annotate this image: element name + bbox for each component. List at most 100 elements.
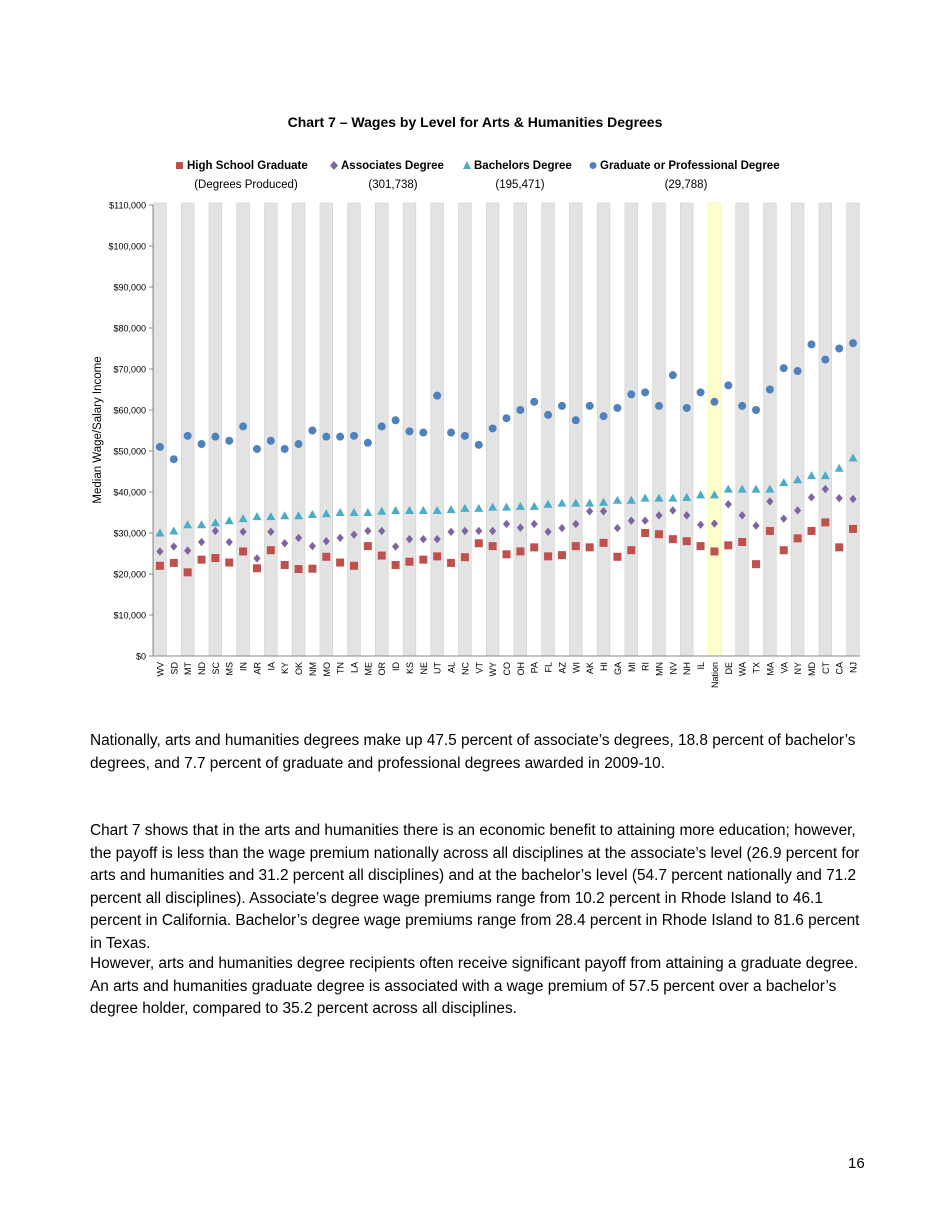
point-graduate-or-professional-degree — [239, 422, 248, 431]
point-bachelors-degree — [848, 453, 858, 462]
point-bachelors-degree — [363, 508, 373, 516]
category-band — [347, 202, 361, 657]
x-tick-label: TN — [336, 662, 346, 674]
point-graduate-or-professional-degree — [460, 431, 469, 440]
point-graduate-or-professional-degree — [654, 401, 663, 410]
point-bachelors-degree — [751, 484, 761, 493]
point-associates-degree — [294, 533, 303, 543]
point-associates-degree — [184, 546, 192, 555]
point-bachelors-degree — [446, 505, 456, 514]
legend-count-bachelors: (195,471) — [495, 179, 544, 191]
point-high-school-graduate — [557, 551, 566, 560]
point-high-school-graduate — [155, 561, 164, 570]
point-bachelors-degree — [474, 503, 484, 512]
point-high-school-graduate — [211, 554, 220, 563]
page-number: 16 — [848, 1155, 865, 1172]
point-bachelors-degree — [737, 484, 747, 493]
point-bachelors-degree — [599, 497, 609, 506]
x-tick-label: AR — [252, 662, 262, 675]
x-tick-label: SC — [211, 662, 221, 675]
category-band — [291, 202, 306, 657]
point-bachelors-degree — [571, 498, 581, 507]
point-bachelors-degree — [197, 520, 207, 529]
category-band — [319, 202, 333, 657]
point-bachelors-degree — [529, 501, 539, 510]
point-bachelors-degree — [169, 526, 179, 535]
point-associates-degree — [197, 537, 206, 547]
x-tick-label: NE — [419, 662, 429, 675]
point-graduate-or-professional-degree — [183, 431, 192, 440]
point-graduate-or-professional-degree — [544, 410, 553, 419]
legend-marker-associates — [330, 161, 338, 170]
x-tick-label: OR — [377, 661, 387, 675]
category-band — [652, 202, 666, 657]
point-bachelors-degree — [696, 490, 706, 499]
point-high-school-graduate — [682, 537, 691, 546]
point-associates-degree — [475, 526, 483, 536]
point-high-school-graduate — [821, 518, 830, 527]
point-associates-degree — [752, 521, 760, 530]
point-high-school-graduate — [460, 553, 469, 562]
legend-marker-high-school — [176, 162, 183, 169]
x-tick-label: CA — [835, 662, 845, 675]
point-graduate-or-professional-degree — [682, 403, 691, 412]
point-associates-degree — [710, 519, 719, 528]
x-tick-label: MT — [183, 662, 193, 675]
point-associates-degree — [599, 507, 608, 516]
point-associates-degree — [572, 519, 580, 529]
y-tick-label: $30,000 — [113, 529, 146, 539]
y-tick-label: $80,000 — [113, 324, 146, 334]
x-tick-label: VT — [474, 662, 484, 674]
point-high-school-graduate — [350, 561, 359, 570]
point-associates-degree — [267, 527, 275, 536]
point-graduate-or-professional-degree — [294, 440, 303, 449]
paragraph-3: However, arts and humanities degree reci… — [90, 955, 858, 1017]
y-tick-label: $10,000 — [113, 611, 146, 621]
point-associates-degree — [544, 527, 552, 536]
x-tick-label: ND — [197, 662, 207, 675]
point-high-school-graduate — [793, 534, 802, 543]
point-bachelors-degree — [252, 512, 262, 521]
point-bachelors-degree — [377, 506, 387, 515]
legend-label-associates: Associates Degree — [341, 160, 444, 172]
y-tick-label: $60,000 — [113, 406, 146, 416]
category-band — [735, 202, 749, 657]
point-associates-degree — [336, 533, 344, 543]
x-tick-label: MA — [765, 662, 775, 676]
point-associates-degree — [211, 526, 219, 536]
point-high-school-graduate — [571, 542, 580, 551]
x-tick-label: OH — [516, 662, 526, 676]
category-band — [208, 202, 223, 657]
point-high-school-graduate — [280, 560, 289, 569]
legend-subtitle: (Degrees Produced) — [194, 179, 298, 191]
legend-label-bachelors: Bachelors Degree — [474, 160, 572, 172]
x-tick-label: NH — [682, 662, 692, 675]
point-graduate-or-professional-degree — [322, 432, 331, 441]
point-associates-degree — [696, 520, 705, 529]
point-graduate-or-professional-degree — [738, 401, 747, 410]
point-bachelors-degree — [210, 518, 220, 527]
point-associates-degree — [156, 547, 164, 556]
category-band — [430, 202, 444, 657]
point-high-school-graduate — [391, 560, 400, 569]
point-graduate-or-professional-degree — [391, 416, 400, 425]
point-associates-degree — [489, 526, 497, 536]
point-graduate-or-professional-degree — [308, 426, 317, 435]
x-tick-label: IA — [266, 662, 276, 671]
point-high-school-graduate — [433, 552, 442, 561]
point-graduate-or-professional-degree — [779, 364, 788, 373]
point-bachelors-degree — [543, 499, 553, 508]
point-associates-degree — [849, 494, 857, 504]
point-high-school-graduate — [294, 565, 303, 574]
point-bachelors-degree — [765, 484, 775, 493]
point-associates-degree — [239, 527, 247, 536]
point-associates-degree — [170, 542, 178, 551]
x-tick-label: WA — [738, 662, 748, 676]
point-graduate-or-professional-degree — [793, 367, 802, 376]
point-graduate-or-professional-degree — [710, 397, 719, 406]
point-graduate-or-professional-degree — [336, 432, 345, 441]
point-bachelors-degree — [418, 505, 428, 514]
point-high-school-graduate — [779, 546, 788, 555]
point-graduate-or-professional-degree — [516, 406, 525, 414]
point-associates-degree — [447, 527, 455, 536]
